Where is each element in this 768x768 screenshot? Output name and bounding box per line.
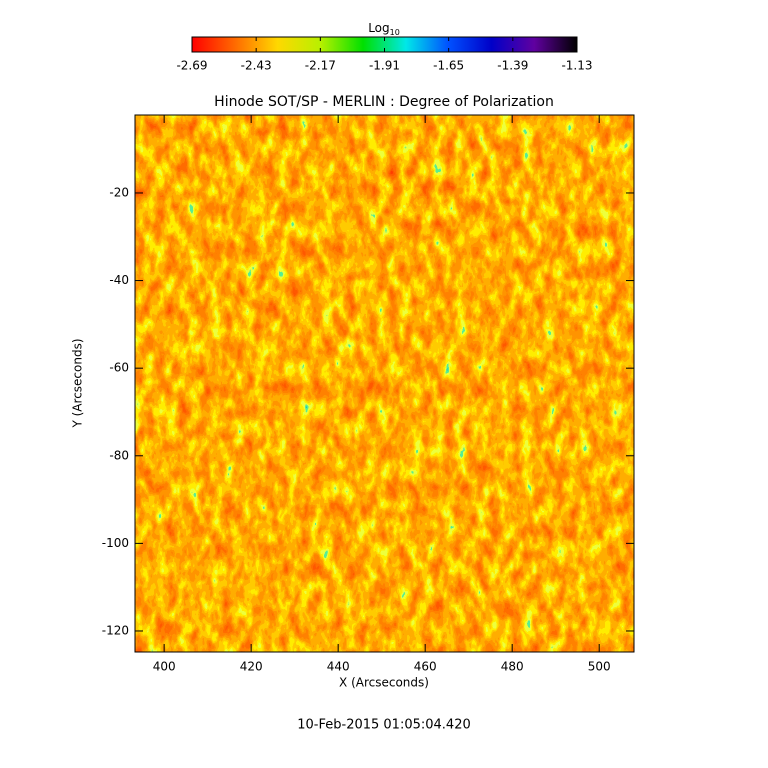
y-tick-label: -120 [102, 623, 129, 637]
y-tick-label: -60 [109, 361, 129, 375]
colorbar-tick-label: -1.91 [369, 59, 400, 73]
y-axis-label: Y (Arcseconds) [71, 338, 85, 428]
colorbar-tick-label: -2.69 [176, 59, 207, 73]
colorbar-tick-label: -2.43 [241, 59, 272, 73]
y-tick-label: -40 [109, 273, 129, 287]
colorbar-tick-label: -1.13 [561, 59, 592, 73]
x-tick-label: 460 [414, 660, 437, 674]
x-tick-label: 420 [240, 660, 263, 674]
colorbar-label-subscript: 10 [390, 28, 400, 37]
heatmap-image [135, 115, 634, 652]
x-tick-label: 440 [327, 660, 350, 674]
heatmap-texture [135, 115, 634, 652]
x-tick-label: 480 [501, 660, 524, 674]
chart-title: Hinode SOT/SP - MERLIN : Degree of Polar… [214, 94, 554, 110]
footer-timestamp: 10-Feb-2015 01:05:04.420 [297, 718, 471, 733]
x-axis-label: X (Arcseconds) [339, 676, 429, 690]
colorbar-tick-label: -1.65 [433, 59, 464, 73]
colorbar-tick-label: -1.39 [497, 59, 528, 73]
y-tick-label: -100 [102, 536, 129, 550]
colorbar-label: Log10 [368, 21, 400, 37]
y-tick-label: -20 [109, 185, 129, 199]
colorbar-label-text: Log [368, 21, 389, 35]
colorbar-tick-label: -2.17 [305, 59, 336, 73]
y-tick-label: -80 [109, 448, 129, 462]
x-tick-label: 500 [588, 660, 611, 674]
x-tick-label: 400 [153, 660, 176, 674]
plot-frame [134, 114, 635, 653]
